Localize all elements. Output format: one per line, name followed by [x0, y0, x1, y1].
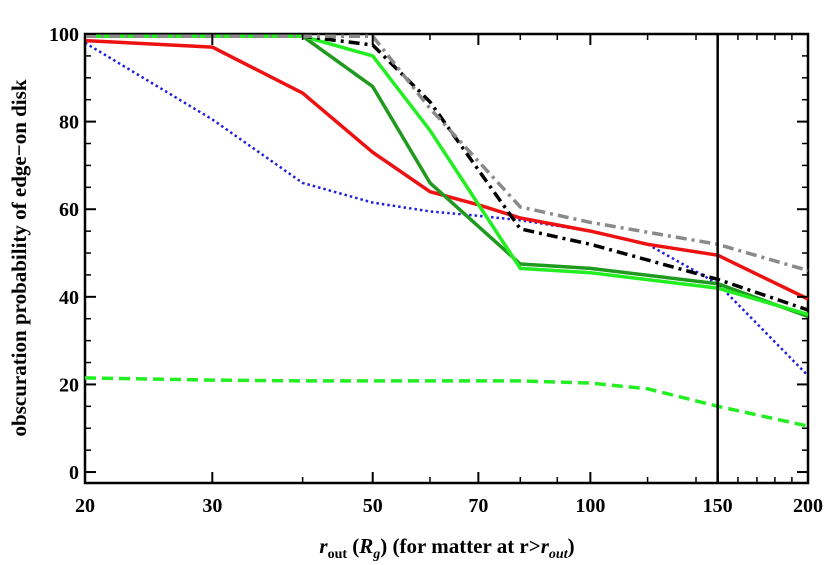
x-title-rest: ) (for matter at r> [380, 534, 540, 558]
plot-frame [83, 32, 810, 485]
plot-area [83, 32, 810, 485]
x-tick-label: 30 [202, 495, 222, 517]
x-title-paren: ( [347, 534, 359, 558]
y-axis-title: obscuration probability of edge−on disk [7, 79, 31, 436]
series-line [84, 376, 809, 428]
x-tick-label: 100 [575, 495, 605, 517]
x-title-out-sub: out [328, 547, 348, 562]
x-axis-title: rout (Rg) (for matter at r>rout) [319, 534, 574, 562]
series-line [85, 34, 809, 317]
x-axis: 20 30 50 70 100 150 200 [75, 34, 823, 517]
y-tick-label: 40 [59, 287, 79, 309]
x-title-R: R [358, 534, 373, 558]
y-tick-label: 100 [49, 24, 79, 46]
series-line [85, 34, 809, 312]
x-tick-label: 150 [703, 495, 733, 517]
x-title-out-sub2: out [549, 547, 569, 562]
series-line [84, 41, 809, 377]
y-tick-label: 60 [59, 199, 79, 221]
y-axis: 0 20 40 60 80 100 [49, 24, 808, 484]
series-line [84, 38, 809, 301]
y-tick-label: 80 [59, 112, 79, 134]
x-tick-label: 20 [75, 495, 95, 517]
x-tick-label: 50 [363, 495, 383, 517]
series-layer [84, 34, 809, 483]
y-tick-label: 20 [59, 374, 79, 396]
series-line [85, 34, 809, 319]
x-tick-label: 70 [468, 495, 488, 517]
x-tick-label: 200 [793, 495, 823, 517]
y-tick-label: 0 [69, 462, 79, 484]
x-title-close: ) [568, 534, 575, 558]
x-title-r: r [319, 534, 328, 558]
x-title-r2: r [541, 534, 550, 558]
x-title-g-sub: g [372, 547, 380, 562]
